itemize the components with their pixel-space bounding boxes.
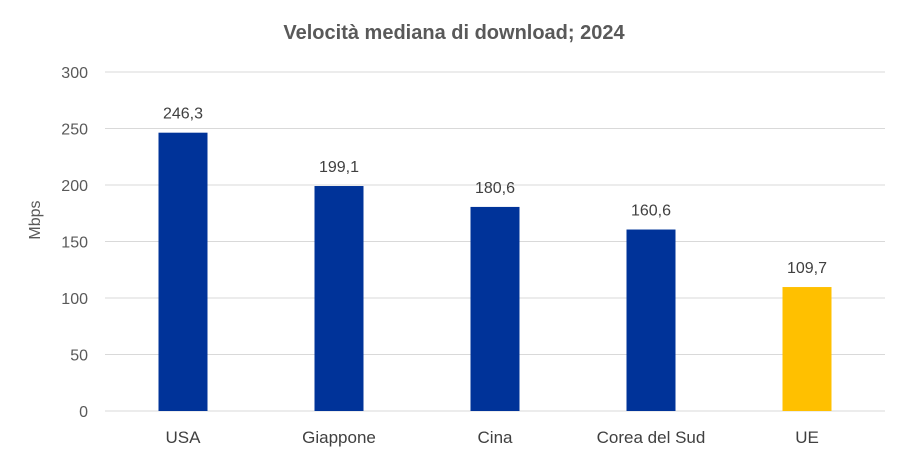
data-label: 160,6 bbox=[631, 203, 671, 220]
y-tick-label: 200 bbox=[61, 178, 88, 195]
x-category-label: Cina bbox=[478, 428, 514, 447]
x-category-label: USA bbox=[166, 428, 202, 447]
bars bbox=[158, 132, 832, 411]
data-label: 246,3 bbox=[163, 106, 203, 123]
y-tick-label: 300 bbox=[61, 65, 88, 82]
data-labels: 246,3 199,1 180,6 160,6 109,7 bbox=[163, 106, 827, 277]
chart-title: Velocità mediana di download; 2024 bbox=[283, 22, 625, 44]
y-tick-label: 50 bbox=[70, 348, 88, 365]
x-axis-categories: USA Giappone Cina Corea del Sud UE bbox=[166, 428, 819, 447]
x-category-label: Giappone bbox=[302, 428, 376, 447]
bar bbox=[782, 287, 832, 411]
y-axis-ticks: 0 50 100 150 200 250 300 bbox=[61, 65, 88, 421]
x-category-label: Corea del Sud bbox=[597, 428, 706, 447]
y-tick-label: 250 bbox=[61, 122, 88, 139]
y-axis-label: Mbps bbox=[27, 200, 44, 239]
bar bbox=[626, 229, 676, 411]
data-label: 180,6 bbox=[475, 180, 515, 197]
bar bbox=[158, 132, 208, 411]
y-tick-label: 150 bbox=[61, 235, 88, 252]
x-category-label: UE bbox=[795, 428, 819, 447]
bar bbox=[314, 186, 364, 411]
data-label: 109,7 bbox=[787, 260, 827, 277]
bar bbox=[470, 206, 520, 411]
y-tick-label: 0 bbox=[79, 404, 88, 421]
y-tick-label: 100 bbox=[61, 291, 88, 308]
data-label: 199,1 bbox=[319, 159, 359, 176]
